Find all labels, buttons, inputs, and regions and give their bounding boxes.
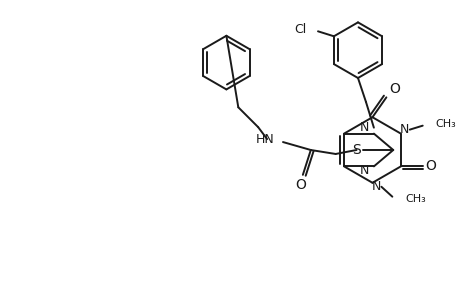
Text: O: O <box>295 178 306 192</box>
Text: N: N <box>399 123 409 136</box>
Text: CH₃: CH₃ <box>404 194 425 204</box>
Text: S: S <box>351 143 360 157</box>
Text: N: N <box>359 164 368 177</box>
Text: O: O <box>388 82 399 96</box>
Text: O: O <box>424 159 435 173</box>
Text: N: N <box>371 180 381 193</box>
Text: CH₃: CH₃ <box>435 119 455 129</box>
Text: Cl: Cl <box>293 23 305 36</box>
Text: HN: HN <box>255 133 274 146</box>
Text: N: N <box>359 121 368 134</box>
